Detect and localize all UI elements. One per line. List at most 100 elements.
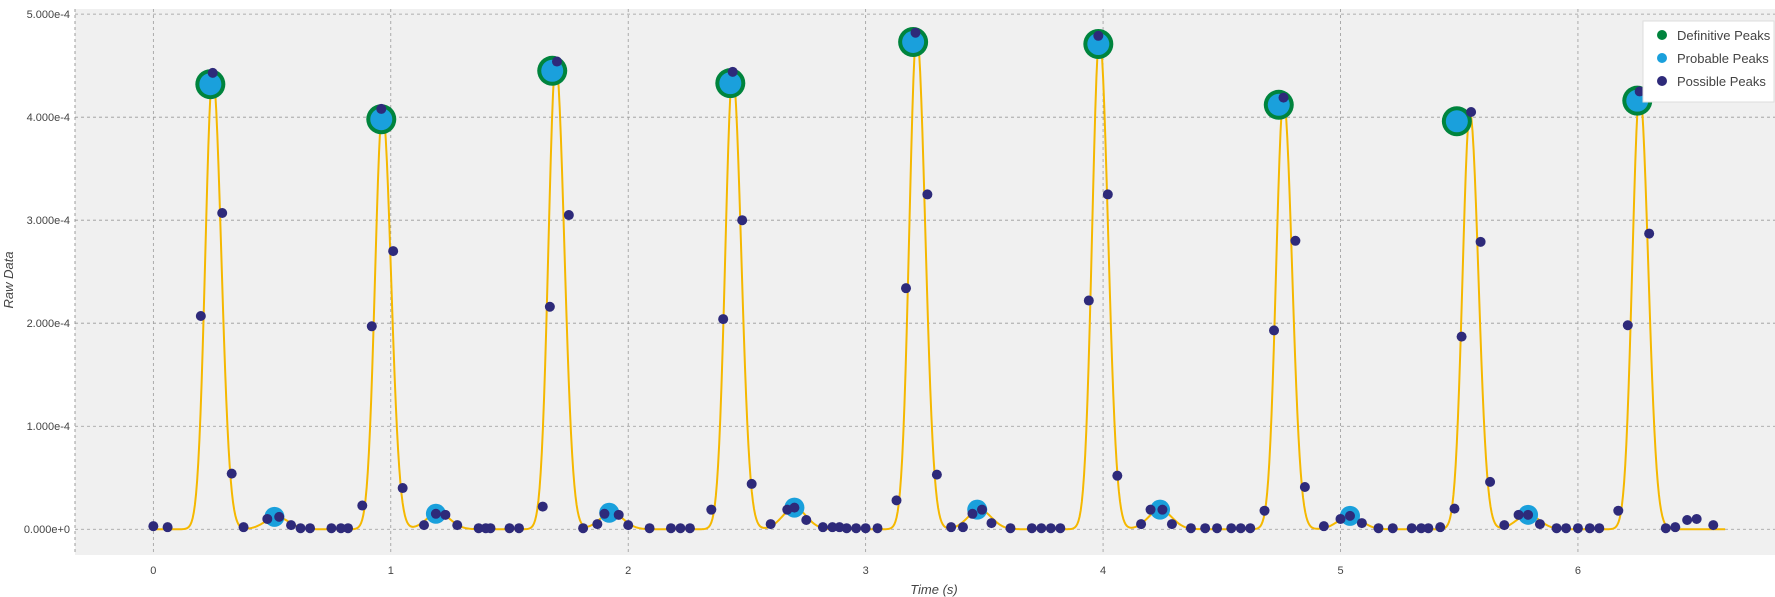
- possible-peak-marker: [789, 502, 800, 513]
- possible-peak-marker: [976, 504, 987, 515]
- chart-legend[interactable]: Definitive Peaks Probable Peaks Possible…: [1642, 20, 1775, 103]
- possible-peak-marker: [957, 522, 968, 533]
- possible-peak-marker: [1212, 523, 1223, 534]
- possible-peak-marker: [1335, 513, 1346, 524]
- possible-peak-marker: [1613, 505, 1624, 516]
- x-tick-label: 4: [1100, 565, 1106, 577]
- possible-peak-marker: [1102, 189, 1113, 200]
- possible-peak-marker: [1708, 520, 1719, 531]
- possible-peak-marker: [706, 504, 717, 515]
- possible-peak-marker: [1356, 518, 1367, 529]
- possible-peak-marker: [1513, 509, 1524, 520]
- possible-peak-marker: [665, 523, 676, 534]
- legend-label-possible[interactable]: Possible Peaks: [1677, 74, 1766, 89]
- possible-peak-marker: [675, 523, 686, 534]
- legend-label-definitive[interactable]: Definitive Peaks: [1677, 28, 1771, 43]
- legend-label-probable[interactable]: Probable Peaks: [1677, 51, 1769, 66]
- probable-peak-marker: [1445, 110, 1468, 133]
- possible-peak-marker: [1036, 523, 1047, 534]
- y-tick-label: 0.000e+0: [24, 524, 70, 536]
- possible-peak-marker: [274, 511, 285, 522]
- possible-peak-marker: [1157, 504, 1168, 515]
- possible-peak-marker: [931, 469, 942, 480]
- possible-peak-marker: [286, 520, 297, 531]
- possible-peak-marker: [207, 67, 218, 78]
- possible-peak-marker: [376, 103, 387, 114]
- possible-peak-marker: [1561, 523, 1572, 534]
- possible-peak-marker: [851, 523, 862, 534]
- legend-marker-definitive: [1657, 30, 1667, 40]
- possible-peak-marker: [1290, 235, 1301, 246]
- possible-peak-marker: [563, 210, 574, 221]
- possible-peak-marker: [872, 523, 883, 534]
- possible-peak-marker: [1055, 523, 1066, 534]
- possible-peak-marker: [388, 246, 399, 257]
- possible-peak-marker: [397, 483, 408, 494]
- possible-peak-marker: [419, 520, 430, 531]
- x-tick-label: 0: [150, 565, 156, 577]
- possible-peak-marker: [1226, 523, 1237, 534]
- possible-peak-marker: [891, 495, 902, 506]
- possible-peak-marker: [238, 522, 249, 533]
- possible-peak-marker: [1499, 520, 1510, 531]
- possible-peak-marker: [727, 66, 738, 77]
- possible-peak-marker: [765, 519, 776, 530]
- possible-peak-marker: [922, 189, 933, 200]
- possible-peak-marker: [452, 520, 463, 531]
- possible-peak-marker: [1299, 482, 1310, 493]
- possible-peak-marker: [485, 523, 496, 534]
- possible-peak-marker: [718, 314, 729, 325]
- possible-peaks-layer: [148, 27, 1719, 534]
- possible-peak-marker: [1691, 513, 1702, 524]
- possible-peak-marker: [1670, 522, 1681, 533]
- possible-peak-marker: [1026, 523, 1037, 534]
- possible-peak-marker: [295, 523, 306, 534]
- possible-peak-marker: [343, 523, 354, 534]
- y-tick-label: 1.000e-4: [27, 421, 70, 433]
- possible-peak-marker: [1345, 510, 1355, 521]
- x-tick-label: 6: [1575, 565, 1581, 577]
- y-tick-label: 4.000e-4: [27, 112, 70, 124]
- possible-peak-marker: [1166, 519, 1177, 530]
- possible-peak-marker: [1682, 514, 1693, 525]
- possible-peak-marker: [1551, 523, 1562, 534]
- possible-peak-marker: [162, 522, 173, 533]
- possible-peak-marker: [335, 523, 346, 534]
- signal-line: [153, 32, 1726, 531]
- possible-peak-marker: [1594, 523, 1605, 534]
- possible-peak-marker: [827, 522, 838, 533]
- possible-peak-marker: [1534, 519, 1545, 530]
- possible-peak-marker: [473, 523, 484, 534]
- possible-peak-marker: [901, 283, 912, 294]
- x-tick-label: 2: [625, 565, 631, 577]
- probable-peak-marker: [199, 73, 222, 96]
- possible-peak-marker: [440, 509, 451, 520]
- possible-peak-marker: [1112, 470, 1123, 481]
- probable-peak-marker: [719, 72, 742, 95]
- possible-peak-marker: [1423, 523, 1434, 534]
- possible-peak-marker: [1406, 523, 1417, 534]
- possible-peak-marker: [551, 56, 562, 67]
- possible-peak-marker: [613, 509, 624, 520]
- axes: 0 1 2 3 4 5 6 0.000e+0 1.000e-4 2.000e-4 3.000e-4 4…: [24, 9, 1581, 577]
- possible-peak-marker: [746, 478, 757, 489]
- x-tick-label: 3: [863, 565, 869, 577]
- possible-peak-marker: [817, 522, 828, 533]
- probable-peak-marker: [370, 108, 393, 131]
- possible-peak-marker: [1373, 523, 1384, 534]
- possible-peak-marker: [357, 500, 368, 511]
- possible-peak-marker: [1475, 236, 1486, 247]
- possible-peak-marker: [504, 523, 515, 534]
- possible-peak-marker: [967, 508, 978, 519]
- possible-peak-marker: [1584, 523, 1595, 534]
- possible-peak-marker: [1200, 523, 1211, 534]
- possible-peak-marker: [1456, 331, 1467, 342]
- y-tick-label: 5.000e-4: [27, 9, 70, 21]
- possible-peak-marker: [217, 207, 228, 218]
- possible-peak-marker: [578, 523, 589, 534]
- possible-peak-marker: [537, 501, 548, 512]
- possible-peak-marker: [1634, 86, 1645, 97]
- possible-peak-marker: [148, 521, 159, 532]
- possible-peak-marker: [1093, 30, 1104, 41]
